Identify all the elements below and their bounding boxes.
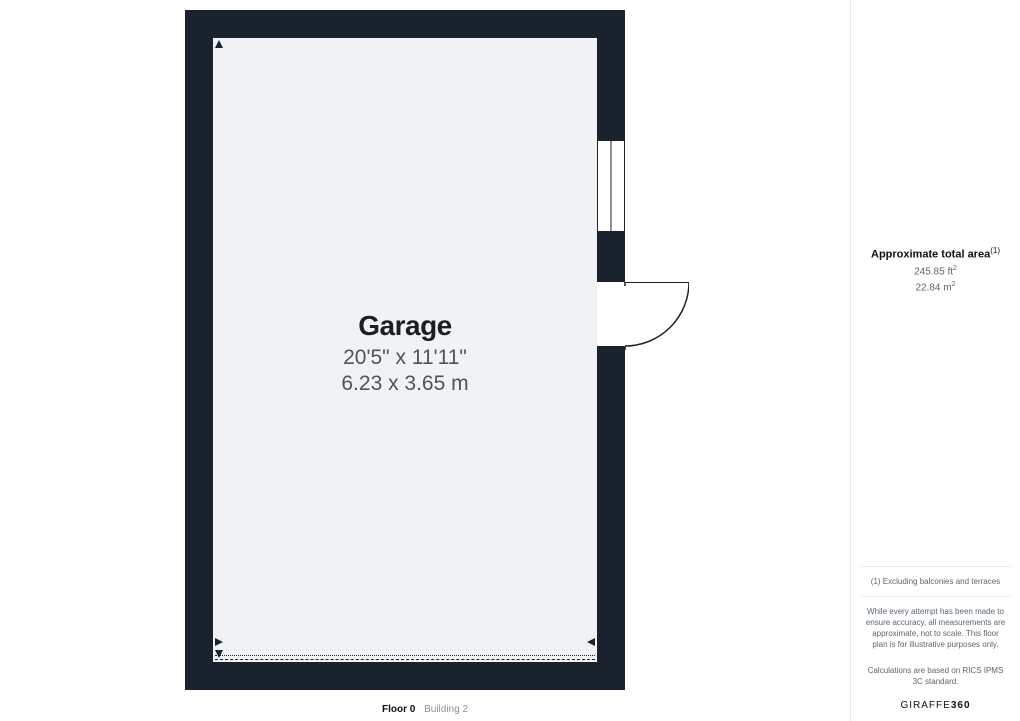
- garage-door: [213, 650, 597, 662]
- garage-door-dash: [215, 659, 595, 660]
- floorplan: Garage 20'5" x 11'11" 6.23 x 3.65 m: [185, 10, 625, 690]
- room-label: Garage 20'5" x 11'11" 6.23 x 3.65 m: [185, 310, 625, 396]
- caption-floor: Floor 0: [382, 704, 415, 715]
- room-dim-imperial: 20'5" x 11'11": [185, 346, 625, 370]
- area-ft-value: 245.85: [914, 266, 945, 277]
- area-title-text: Approximate total area: [871, 249, 990, 261]
- area-title: Approximate total area(1): [851, 246, 1020, 261]
- footnote-1: (1) Excluding balconies and terraces: [861, 566, 1010, 596]
- sidebar-footer: (1) Excluding balconies and terraces Whi…: [851, 558, 1020, 721]
- wall-right-a: [597, 10, 625, 140]
- caption: Floor 0 Building 2: [0, 704, 850, 715]
- room-name: Garage: [185, 310, 625, 342]
- room-dim-metric: 6.23 x 3.65 m: [185, 372, 625, 396]
- wall-right-b: [597, 232, 625, 282]
- brand-light: GIRAFFE: [900, 700, 950, 711]
- area-m-unit: m: [943, 282, 951, 293]
- page: Garage 20'5" x 11'11" 6.23 x 3.65 m Flo: [0, 0, 1020, 721]
- dim-arrow-top-left: [215, 40, 223, 48]
- area-title-sup: (1): [990, 246, 1000, 255]
- wall-top: [185, 10, 625, 38]
- wall-right-c: [597, 346, 625, 690]
- calc-note: Calculations are based on RICS IPMS 3C s…: [861, 660, 1010, 696]
- wall-bottom: [185, 662, 625, 690]
- area-m: 22.84 m2: [851, 281, 1020, 293]
- garage-door-dash-2: [215, 655, 595, 656]
- brand: GIRAFFE360: [861, 696, 1010, 711]
- sidebar: Approximate total area(1) 245.85 ft2 22.…: [850, 0, 1020, 721]
- window: [597, 140, 625, 232]
- dim-arrow-bottom-left-right: [215, 638, 223, 646]
- dim-arrow-bottom-left-down: [215, 650, 223, 658]
- area-m-value: 22.84: [915, 282, 940, 293]
- main-canvas: Garage 20'5" x 11'11" 6.23 x 3.65 m Flo: [0, 0, 850, 721]
- brand-bold: 360: [951, 700, 971, 711]
- caption-building: Building 2: [424, 704, 468, 715]
- dim-arrow-bottom-right: [587, 638, 595, 646]
- sidebar-area: Approximate total area(1) 245.85 ft2 22.…: [851, 0, 1020, 293]
- area-ft: 245.85 ft2: [851, 265, 1020, 277]
- disclaimer: While every attempt has been made to ens…: [861, 596, 1010, 660]
